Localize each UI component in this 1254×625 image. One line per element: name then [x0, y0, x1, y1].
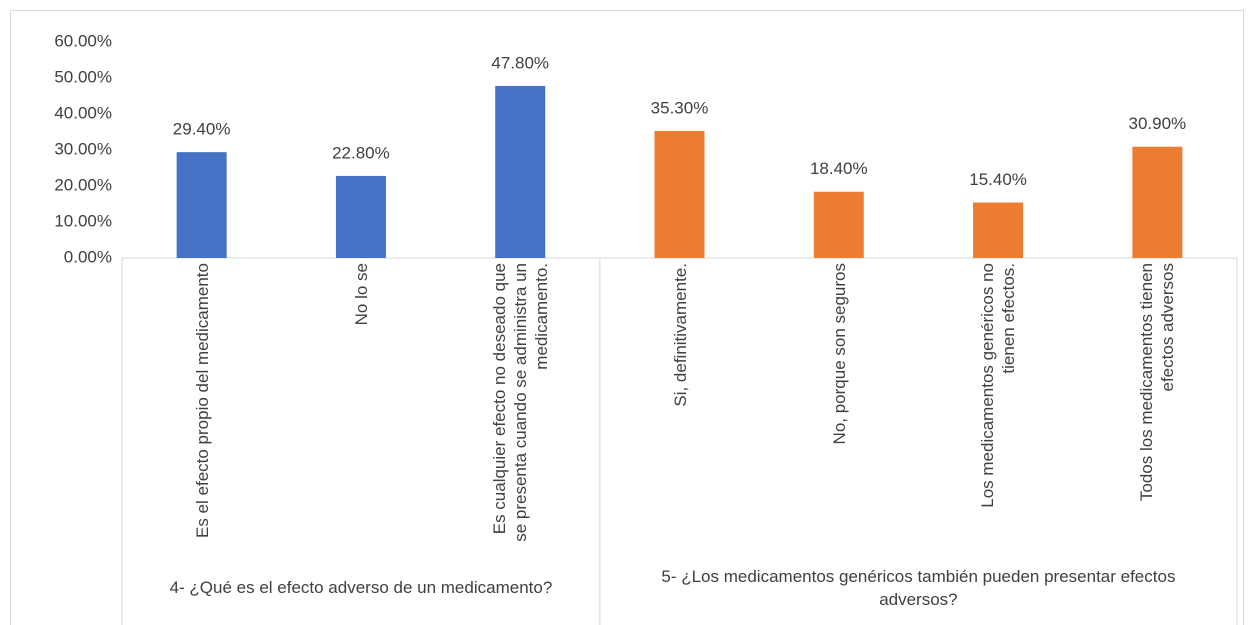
group-label: 4- ¿Qué es el efecto adverso de un medic…: [169, 578, 553, 597]
category-label: Los medicamentos genéricos no tienen efe…: [978, 263, 1019, 508]
category-label: Es cualquier efecto no deseado que se pr…: [489, 263, 551, 542]
value-label: 47.80%: [491, 53, 549, 72]
value-label: 18.40%: [810, 159, 868, 178]
category-label: Si, definitivamente.: [670, 263, 689, 407]
value-label: 35.30%: [651, 98, 709, 117]
bar: [176, 152, 227, 258]
value-label: 15.40%: [969, 170, 1027, 189]
value-label: 29.40%: [173, 120, 231, 139]
category-label: Es el efecto propio del medicamento: [192, 263, 212, 538]
chart-border: [10, 10, 1244, 625]
bar: [335, 175, 386, 258]
value-label: 22.80%: [332, 143, 390, 162]
y-tick-label: 0.00%: [64, 247, 112, 266]
y-tick-label: 50.00%: [54, 67, 112, 86]
y-tick-label: 30.00%: [54, 139, 112, 158]
y-tick-label: 60.00%: [54, 31, 112, 50]
y-tick-label: 20.00%: [54, 175, 112, 194]
value-label: 30.90%: [1129, 114, 1187, 133]
bar: [1132, 146, 1183, 258]
bar: [654, 130, 705, 258]
category-label: No, porque son seguros: [829, 263, 849, 445]
y-tick-label: 40.00%: [54, 103, 112, 122]
group-label: 5- ¿Los medicamentos genéricos también p…: [661, 566, 1176, 609]
bar: [495, 85, 546, 258]
bar: [813, 191, 864, 258]
category-label: No lo se: [351, 263, 371, 326]
y-tick-label: 10.00%: [54, 211, 112, 230]
bar: [973, 202, 1024, 258]
category-label: Todos los medicamentos tienen efectos ad…: [1137, 263, 1178, 502]
